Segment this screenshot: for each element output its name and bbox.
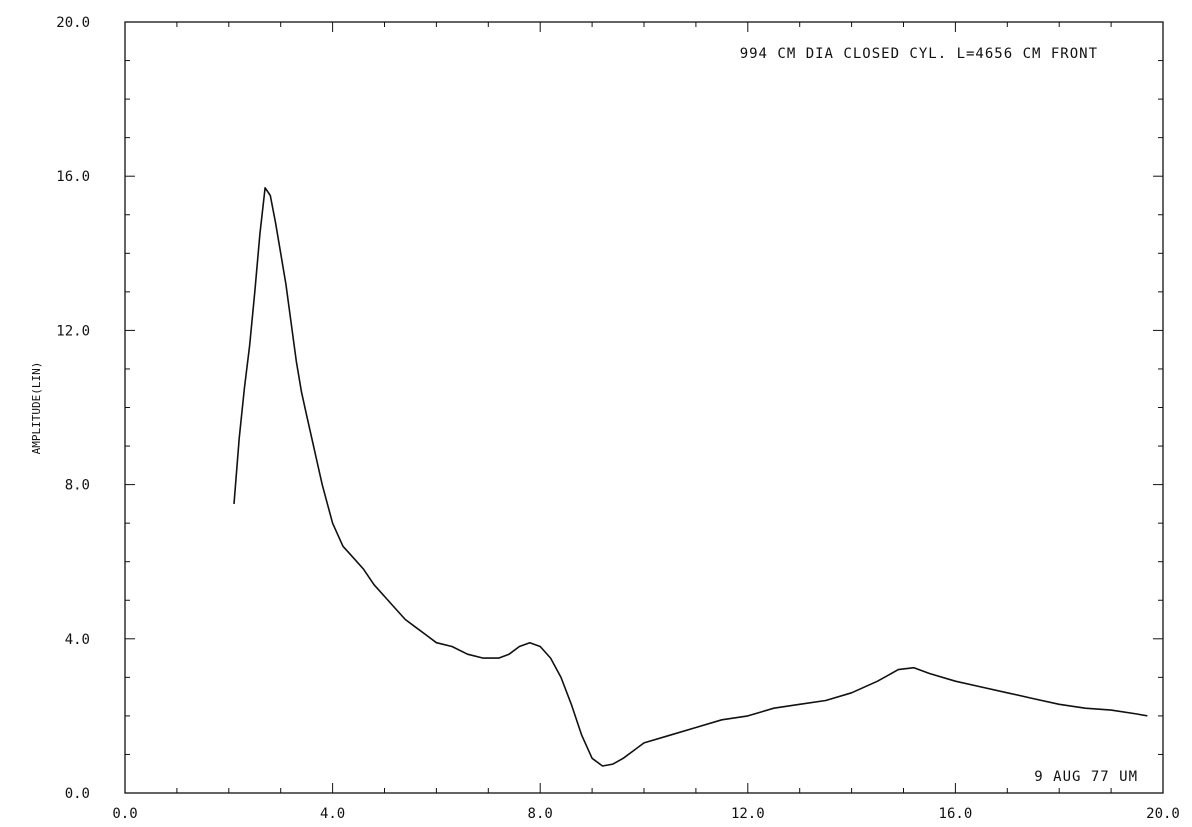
x-tick-labels: 0.0 4.0 8.0 12.0 16.0 20.0 bbox=[112, 806, 1180, 822]
y-axis-label: AMPLITUDE(LIN) bbox=[30, 362, 43, 455]
y-tick-label: 8.0 bbox=[65, 478, 90, 494]
axis-ticks bbox=[124, 21, 1164, 794]
x-tick-label: 16.0 bbox=[939, 806, 973, 822]
x-tick-label: 20.0 bbox=[1146, 806, 1180, 822]
x-tick-label: 0.0 bbox=[112, 806, 137, 822]
x-tick-label: 4.0 bbox=[320, 806, 345, 822]
plot-frame bbox=[124, 21, 1164, 794]
y-tick-labels: 0.0 4.0 8.0 12.0 16.0 20.0 bbox=[56, 15, 90, 802]
y-tick-label: 12.0 bbox=[56, 323, 90, 339]
y-tick-label: 0.0 bbox=[65, 786, 90, 802]
x-tick-label: 12.0 bbox=[731, 806, 765, 822]
y-tick-label: 4.0 bbox=[65, 632, 90, 648]
y-tick-label: 16.0 bbox=[56, 169, 90, 185]
y-tick-label: 20.0 bbox=[56, 15, 90, 31]
chart-annotation-date: 9 AUG 77 UM bbox=[1034, 769, 1138, 785]
data-series bbox=[233, 187, 1148, 767]
series-line bbox=[233, 187, 1148, 767]
chart-annotation-top-right: 994 CM DIA CLOSED CYL. L=4656 CM FRONT bbox=[740, 46, 1098, 62]
x-tick-label: 8.0 bbox=[528, 806, 553, 822]
